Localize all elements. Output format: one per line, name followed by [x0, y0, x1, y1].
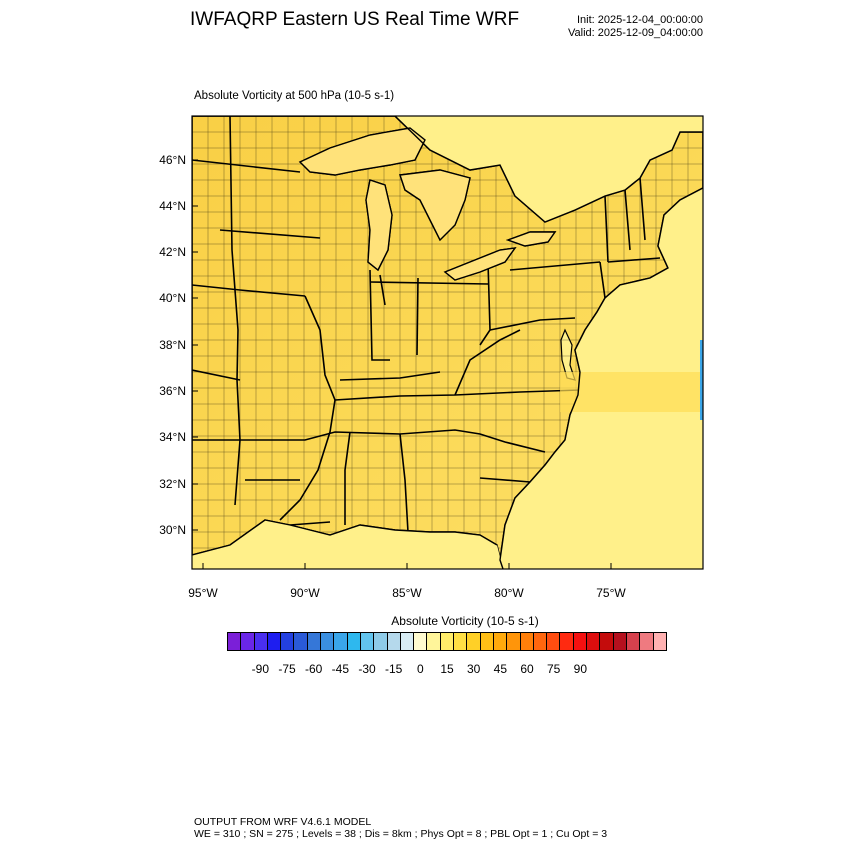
lat-label: 40°N: [159, 291, 186, 305]
map-frame: [191, 115, 704, 570]
colorbar-swatch: [254, 633, 268, 650]
valid-time: Valid: 2025-12-09_04:00:00: [568, 27, 703, 39]
colorbar-label: -75: [278, 662, 296, 676]
lat-label: 46°N: [159, 153, 186, 167]
lon-label: 95°W: [188, 586, 218, 600]
colorbar-label: 45: [493, 662, 508, 676]
map-figure: 46°N 44°N 42°N 40°N 38°N 36°N 34°N 32°N 30°N 95°…: [159, 115, 704, 600]
colorbar-swatch: [640, 633, 654, 650]
colorbar-label: -30: [358, 662, 376, 676]
lat-label: 38°N: [159, 338, 186, 352]
colorbar-swatch: [347, 633, 361, 650]
colorbar-swatch: [281, 633, 295, 650]
colorbar-label: 15: [440, 662, 454, 676]
ocean-mask: [192, 116, 703, 569]
colorbar-swatch: [374, 633, 388, 650]
colorbar-swatch: [547, 633, 561, 650]
lakes-top: [192, 116, 703, 569]
colorbar-swatch: [560, 633, 574, 650]
colorbar-label: 90: [573, 662, 588, 676]
edge-anomaly: [700, 340, 703, 420]
colorbar-swatch: [507, 633, 521, 650]
colorbar-swatch: [334, 633, 348, 650]
colorbar-swatch: [480, 633, 494, 650]
lon-label: 90°W: [290, 586, 320, 600]
main-title: IWFAQRP Eastern US Real Time WRF: [190, 9, 520, 30]
colorbar: [227, 632, 667, 651]
lat-label: 44°N: [159, 199, 186, 213]
lon-label: 75°W: [596, 586, 626, 600]
colorbar-swatch: [533, 633, 548, 650]
lat-label: 32°N: [159, 477, 186, 491]
colorbar-label: -90: [251, 662, 269, 676]
colorbar-swatch: [400, 633, 415, 650]
colorbar-swatch: [600, 633, 614, 650]
colorbar-swatch: [587, 633, 601, 650]
lon-ticks: 95°W 90°W 85°W 80°W 75°W: [188, 563, 626, 600]
lon-label: 85°W: [392, 586, 422, 600]
colorbar-swatch: [653, 633, 666, 650]
colorbar-swatch: [228, 633, 242, 650]
colorbar-swatch: [241, 633, 255, 650]
lat-label: 36°N: [159, 384, 186, 398]
map-area: [192, 116, 703, 569]
colorbar-swatch: [307, 633, 322, 650]
colorbar-swatch: [440, 633, 455, 650]
colorbar-label: 30: [466, 662, 481, 676]
colorbar-swatch: [467, 633, 481, 650]
init-valid-times: Init: 2025-12-04_00:00:00 Valid: 2025-12…: [568, 14, 703, 40]
colorbar-swatch: [573, 633, 588, 650]
colorbar-swatch: [360, 633, 375, 650]
lat-label: 34°N: [159, 430, 186, 444]
footer-line-model: OUTPUT FROM WRF V4.6.1 MODEL: [194, 816, 372, 828]
panel-title: Absolute Vorticity at 500 hPa (10-5 s-1): [194, 90, 395, 102]
colorbar-swatch: [520, 633, 534, 650]
colorbar-title: Absolute Vorticity (10-5 s-1): [391, 614, 539, 628]
colorbar-swatch: [427, 633, 441, 650]
colorbar-label: -45: [331, 662, 349, 676]
colorbar-swatch: [613, 633, 627, 650]
colorbar-swatch: [414, 633, 428, 650]
lat-ticks: 46°N 44°N 42°N 40°N 38°N 36°N 34°N 32°N 30°N: [159, 153, 198, 537]
colorbar-swatch: [454, 633, 468, 650]
model-info-footer: OUTPUT FROM WRF V4.6.1 MODEL WE = 310 ; …: [194, 816, 607, 840]
footer-line-config: WE = 310 ; SN = 275 ; Levels = 38 ; Dis …: [194, 828, 608, 840]
colorbar-label: 0: [416, 662, 424, 676]
colorbar-label: -60: [304, 662, 323, 676]
colorbar-swatch: [321, 633, 335, 650]
colorbar-swatch: [493, 633, 508, 650]
lon-label: 80°W: [494, 586, 524, 600]
init-time: Init: 2025-12-04_00:00:00: [577, 14, 703, 26]
colorbar-label: -15: [384, 662, 403, 676]
colorbar-label: 75: [546, 662, 561, 676]
colorbar-swatch: [626, 633, 641, 650]
lat-label: 42°N: [159, 245, 186, 259]
colorbar-swatch: [294, 633, 308, 650]
colorbar-swatch: [267, 633, 282, 650]
colorbar-labels: -90 -75 -60 -45 -30 -15 0 15 30 45 60 75 90: [227, 662, 667, 678]
colorbar-label: 60: [520, 662, 534, 676]
colorbar-swatch: [387, 633, 401, 650]
lat-label: 30°N: [159, 523, 186, 537]
